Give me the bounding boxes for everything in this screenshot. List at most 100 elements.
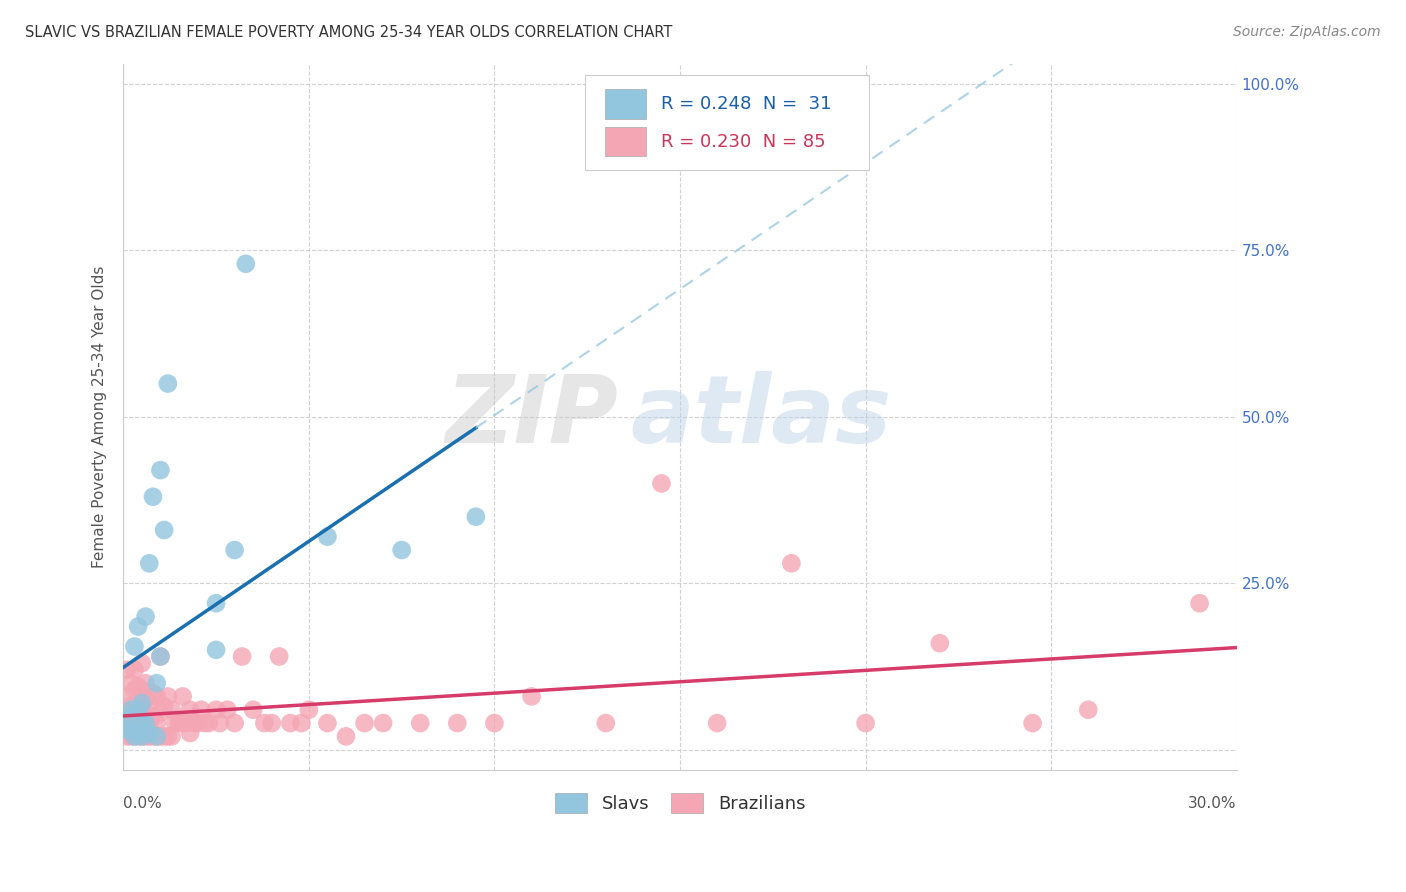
Point bbox=[172, 690, 194, 704]
Point bbox=[131, 696, 153, 710]
Point bbox=[1188, 596, 1211, 610]
Point bbox=[190, 703, 212, 717]
Point bbox=[153, 523, 176, 537]
Point bbox=[120, 703, 142, 717]
Point bbox=[156, 376, 179, 391]
Point bbox=[153, 730, 176, 744]
Bar bbox=[606, 127, 645, 156]
Point bbox=[205, 703, 228, 717]
Point bbox=[120, 699, 142, 714]
Point bbox=[242, 703, 264, 717]
Point bbox=[149, 463, 172, 477]
Point bbox=[131, 714, 153, 729]
Point bbox=[135, 676, 157, 690]
Point bbox=[278, 716, 301, 731]
Point bbox=[127, 713, 149, 727]
Point bbox=[127, 703, 149, 717]
Point bbox=[298, 703, 321, 717]
Text: Source: ZipAtlas.com: Source: ZipAtlas.com bbox=[1233, 25, 1381, 39]
Point bbox=[131, 730, 153, 744]
Point bbox=[124, 723, 146, 737]
Point bbox=[1021, 716, 1043, 731]
Point bbox=[208, 716, 231, 731]
Point bbox=[115, 723, 138, 737]
Point bbox=[156, 690, 179, 704]
Point bbox=[131, 730, 153, 744]
Point bbox=[205, 643, 228, 657]
Text: ZIP: ZIP bbox=[446, 371, 619, 463]
Point bbox=[224, 716, 246, 731]
Point bbox=[120, 716, 142, 731]
Point bbox=[135, 609, 157, 624]
Point bbox=[780, 557, 803, 571]
Point bbox=[183, 716, 205, 731]
Point bbox=[165, 716, 187, 731]
Text: atlas: atlas bbox=[630, 371, 891, 463]
Point bbox=[149, 730, 172, 744]
Point bbox=[149, 706, 172, 720]
Point bbox=[142, 730, 165, 744]
Point bbox=[131, 656, 153, 670]
Point bbox=[127, 730, 149, 744]
Point bbox=[124, 730, 146, 744]
Point bbox=[179, 726, 201, 740]
Point bbox=[135, 730, 157, 744]
Text: 0.0%: 0.0% bbox=[124, 797, 162, 812]
Point bbox=[335, 730, 357, 744]
Point bbox=[135, 716, 157, 731]
Text: R = 0.230  N = 85: R = 0.230 N = 85 bbox=[661, 133, 825, 151]
Text: R = 0.248  N =  31: R = 0.248 N = 31 bbox=[661, 95, 831, 113]
Point bbox=[235, 257, 257, 271]
Point bbox=[316, 716, 339, 731]
Point bbox=[120, 730, 142, 744]
Point bbox=[131, 716, 153, 731]
Point bbox=[186, 716, 208, 731]
Point bbox=[316, 530, 339, 544]
Point bbox=[124, 663, 146, 677]
Point bbox=[706, 716, 728, 731]
Text: SLAVIC VS BRAZILIAN FEMALE POVERTY AMONG 25-34 YEAR OLDS CORRELATION CHART: SLAVIC VS BRAZILIAN FEMALE POVERTY AMONG… bbox=[25, 25, 672, 40]
Point bbox=[115, 730, 138, 744]
Point bbox=[120, 723, 142, 737]
Point bbox=[197, 716, 219, 731]
Point bbox=[290, 716, 312, 731]
Point bbox=[446, 716, 468, 731]
Point bbox=[127, 726, 149, 740]
Point bbox=[124, 730, 146, 744]
Point bbox=[115, 709, 138, 723]
Point bbox=[142, 686, 165, 700]
Point bbox=[131, 682, 153, 697]
Point bbox=[391, 543, 413, 558]
Point bbox=[194, 716, 217, 731]
Point bbox=[127, 680, 149, 694]
Bar bbox=[606, 89, 645, 120]
Y-axis label: Female Poverty Among 25-34 Year Olds: Female Poverty Among 25-34 Year Olds bbox=[93, 266, 107, 568]
Point bbox=[138, 716, 160, 731]
Point bbox=[855, 716, 877, 731]
Point bbox=[371, 716, 394, 731]
Point bbox=[124, 682, 146, 697]
Point bbox=[115, 709, 138, 723]
Point bbox=[484, 716, 506, 731]
Point bbox=[520, 690, 543, 704]
Point bbox=[172, 716, 194, 731]
Point bbox=[145, 730, 167, 744]
Point bbox=[650, 476, 672, 491]
Point bbox=[217, 703, 239, 717]
Point bbox=[135, 713, 157, 727]
Point bbox=[260, 716, 283, 731]
Point bbox=[149, 649, 172, 664]
Point bbox=[595, 716, 617, 731]
Point bbox=[142, 490, 165, 504]
Point bbox=[156, 730, 179, 744]
Point bbox=[124, 703, 146, 717]
Point bbox=[205, 596, 228, 610]
Point bbox=[464, 509, 486, 524]
Point bbox=[149, 649, 172, 664]
Point bbox=[138, 730, 160, 744]
Point bbox=[120, 676, 142, 690]
Point bbox=[224, 543, 246, 558]
Point bbox=[353, 716, 375, 731]
Point bbox=[231, 649, 253, 664]
Point bbox=[138, 696, 160, 710]
